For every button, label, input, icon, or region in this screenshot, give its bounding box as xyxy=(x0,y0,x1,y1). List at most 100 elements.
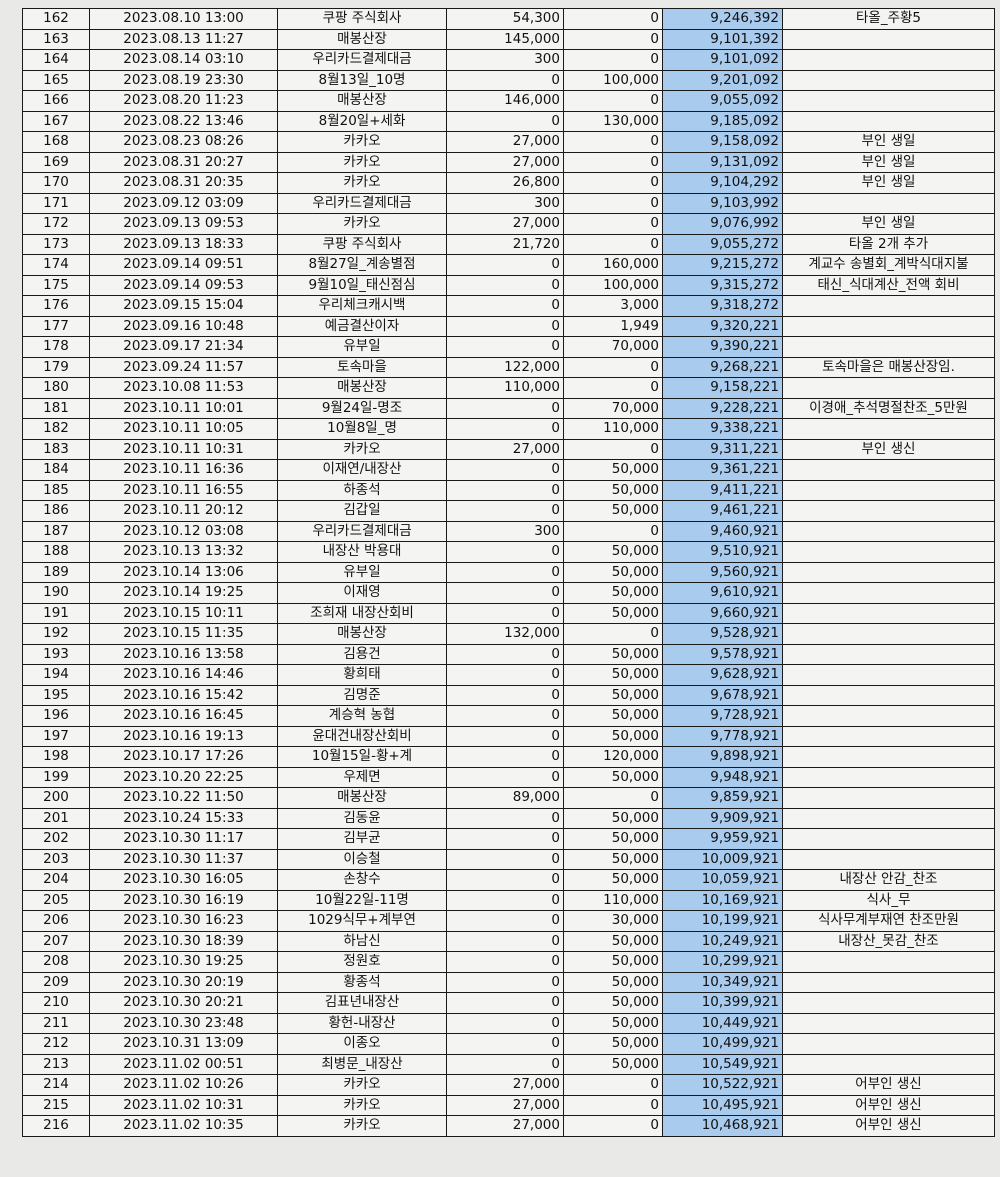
description-cell: 이승철 xyxy=(277,848,447,870)
deposit-amount-cell: 70,000 xyxy=(563,336,663,358)
memo-cell xyxy=(782,705,995,727)
transaction-date-cell: 2023.10.24 15:33 xyxy=(89,807,278,829)
row-number-cell: 172 xyxy=(22,213,90,235)
memo-cell: 어부인 생신 xyxy=(782,1094,995,1116)
table-row: 216 2023.11.02 10:35 카카오 27,000 0 10,468,921 어… xyxy=(22,1115,995,1137)
row-number-cell: 179 xyxy=(22,356,90,378)
memo-cell: 토속마을은 매봉산장임. xyxy=(782,356,995,378)
description-cell: 카카오 xyxy=(277,1094,447,1116)
withdrawal-amount-cell: 0 xyxy=(446,828,564,850)
withdrawal-amount-cell: 0 xyxy=(446,684,564,706)
memo-cell xyxy=(782,787,995,809)
memo-cell xyxy=(782,807,995,829)
transaction-date-cell: 2023.10.15 10:11 xyxy=(89,602,278,624)
row-number-cell: 189 xyxy=(22,561,90,583)
balance-cell: 10,549,921 xyxy=(662,1053,783,1075)
balance-cell: 9,959,921 xyxy=(662,828,783,850)
table-row: 165 2023.08.19 23:30 8월13일_10명 0 100,000 9,20… xyxy=(22,69,995,91)
withdrawal-amount-cell: 0 xyxy=(446,930,564,952)
memo-cell xyxy=(782,971,995,993)
description-cell: 매봉산장 xyxy=(277,90,447,112)
memo-cell xyxy=(782,377,995,399)
description-cell: 유부일 xyxy=(277,336,447,358)
transaction-date-cell: 2023.10.16 15:42 xyxy=(89,684,278,706)
row-number-cell: 204 xyxy=(22,869,90,891)
table-row: 185 2023.10.11 16:55 하종석 0 50,000 9,411,221 xyxy=(22,479,995,501)
description-cell: 하남신 xyxy=(277,930,447,952)
deposit-amount-cell: 0 xyxy=(563,151,663,173)
balance-cell: 9,311,221 xyxy=(662,438,783,460)
deposit-amount-cell: 0 xyxy=(563,213,663,235)
deposit-amount-cell: 50,000 xyxy=(563,459,663,481)
description-cell: 우리카드결제대금 xyxy=(277,49,447,71)
deposit-amount-cell: 50,000 xyxy=(563,643,663,665)
withdrawal-amount-cell: 27,000 xyxy=(446,213,564,235)
deposit-amount-cell: 50,000 xyxy=(563,828,663,850)
withdrawal-amount-cell: 0 xyxy=(446,951,564,973)
memo-cell xyxy=(782,582,995,604)
description-cell: 김부균 xyxy=(277,828,447,850)
balance-cell: 9,158,221 xyxy=(662,377,783,399)
row-number-cell: 210 xyxy=(22,992,90,1014)
table-row: 186 2023.10.11 20:12 김갑일 0 50,000 9,461,221 xyxy=(22,500,995,522)
balance-cell: 9,185,092 xyxy=(662,110,783,132)
table-row: 213 2023.11.02 00:51 최병문_내장산 0 50,000 10,549,… xyxy=(22,1053,995,1075)
row-number-cell: 165 xyxy=(22,69,90,91)
table-row: 175 2023.09.14 09:53 9월10일_태신점심 0 100,000 9,3… xyxy=(22,274,995,296)
table-row: 182 2023.10.11 10:05 10월8일_명 0 110,000 9,338,… xyxy=(22,418,995,440)
description-cell: 정원호 xyxy=(277,951,447,973)
transaction-date-cell: 2023.10.13 13:32 xyxy=(89,541,278,563)
memo-cell xyxy=(782,602,995,624)
table-row: 162 2023.08.10 13:00 쿠팡 주식회사 54,300 0 9,246,3… xyxy=(22,8,995,30)
memo-cell xyxy=(782,110,995,132)
deposit-amount-cell: 0 xyxy=(563,131,663,153)
memo-cell xyxy=(782,295,995,317)
memo-cell xyxy=(782,479,995,501)
table-row: 179 2023.09.24 11:57 토속마을 122,000 0 9,268,221… xyxy=(22,356,995,378)
table-row: 211 2023.10.30 23:48 황헌-내장산 0 50,000 10,449,9… xyxy=(22,1012,995,1034)
transaction-date-cell: 2023.10.11 10:31 xyxy=(89,438,278,460)
row-number-cell: 184 xyxy=(22,459,90,481)
row-number-cell: 193 xyxy=(22,643,90,665)
transaction-date-cell: 2023.08.10 13:00 xyxy=(89,8,278,30)
transaction-date-cell: 2023.10.16 14:46 xyxy=(89,664,278,686)
memo-cell xyxy=(782,992,995,1014)
memo-cell xyxy=(782,500,995,522)
withdrawal-amount-cell: 21,720 xyxy=(446,233,564,255)
row-number-cell: 215 xyxy=(22,1094,90,1116)
row-number-cell: 206 xyxy=(22,910,90,932)
balance-cell: 10,449,921 xyxy=(662,1012,783,1034)
row-number-cell: 216 xyxy=(22,1115,90,1137)
description-cell: 김동윤 xyxy=(277,807,447,829)
withdrawal-amount-cell: 27,000 xyxy=(446,438,564,460)
withdrawal-amount-cell: 0 xyxy=(446,643,564,665)
deposit-amount-cell: 0 xyxy=(563,438,663,460)
balance-cell: 9,318,272 xyxy=(662,295,783,317)
description-cell: 쿠팡 주식회사 xyxy=(277,233,447,255)
memo-cell: 계교수 송별회_계박식대지불 xyxy=(782,254,995,276)
description-cell: 최병문_내장산 xyxy=(277,1053,447,1075)
table-row: 215 2023.11.02 10:31 카카오 27,000 0 10,495,921 어… xyxy=(22,1094,995,1116)
deposit-amount-cell: 120,000 xyxy=(563,746,663,768)
table-row: 183 2023.10.11 10:31 카카오 27,000 0 9,311,221 부인… xyxy=(22,438,995,460)
balance-cell: 9,948,921 xyxy=(662,766,783,788)
row-number-cell: 203 xyxy=(22,848,90,870)
balance-cell: 9,055,092 xyxy=(662,90,783,112)
row-number-cell: 171 xyxy=(22,192,90,214)
table-row: 214 2023.11.02 10:26 카카오 27,000 0 10,522,921 어… xyxy=(22,1074,995,1096)
balance-cell: 9,315,272 xyxy=(662,274,783,296)
memo-cell: 부인 생일 xyxy=(782,213,995,235)
withdrawal-amount-cell: 0 xyxy=(446,889,564,911)
transaction-date-cell: 2023.10.22 11:50 xyxy=(89,787,278,809)
description-cell: 황희태 xyxy=(277,664,447,686)
transaction-date-cell: 2023.10.11 16:36 xyxy=(89,459,278,481)
transaction-date-cell: 2023.10.15 11:35 xyxy=(89,623,278,645)
balance-cell: 9,898,921 xyxy=(662,746,783,768)
withdrawal-amount-cell: 27,000 xyxy=(446,1094,564,1116)
deposit-amount-cell: 50,000 xyxy=(563,541,663,563)
row-number-cell: 209 xyxy=(22,971,90,993)
table-row: 195 2023.10.16 15:42 김명준 0 50,000 9,678,921 xyxy=(22,684,995,706)
table-row: 177 2023.09.16 10:48 예금결산이자 0 1,949 9,320,221 xyxy=(22,315,995,337)
memo-cell xyxy=(782,951,995,973)
deposit-amount-cell: 0 xyxy=(563,192,663,214)
